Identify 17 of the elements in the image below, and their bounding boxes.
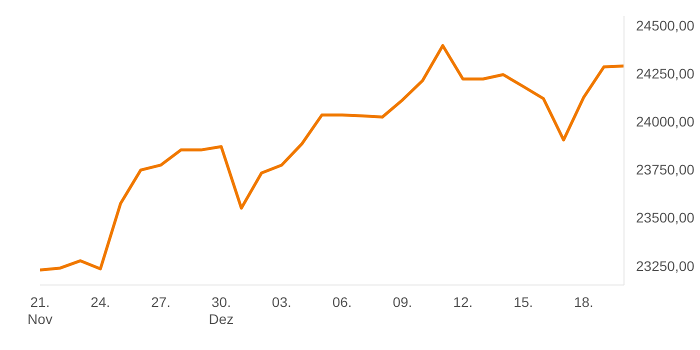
x-tick-label: 18. (574, 294, 594, 310)
y-tick-label: 23500,00 (636, 210, 695, 226)
x-tick-label: 30. Dez (208, 294, 234, 327)
x-tick-label: 27. (151, 294, 171, 310)
y-tick-label: 24000,00 (636, 114, 695, 130)
x-tick-label: 24. (90, 294, 110, 310)
y-tick-label: 24250,00 (636, 66, 695, 82)
x-tick-label: 09. (392, 294, 412, 310)
x-tick-label: 21. Nov (28, 294, 52, 327)
y-tick-label: 24500,00 (636, 18, 695, 34)
line-series (40, 44, 624, 272)
y-tick-label: 23250,00 (636, 258, 695, 274)
x-tick-label: 03. (272, 294, 292, 310)
y-tick-label: 23750,00 (636, 162, 695, 178)
x-tick-label: 12. (453, 294, 473, 310)
x-tick-label: 06. (332, 294, 352, 310)
x-tick-label: 15. (514, 294, 534, 310)
